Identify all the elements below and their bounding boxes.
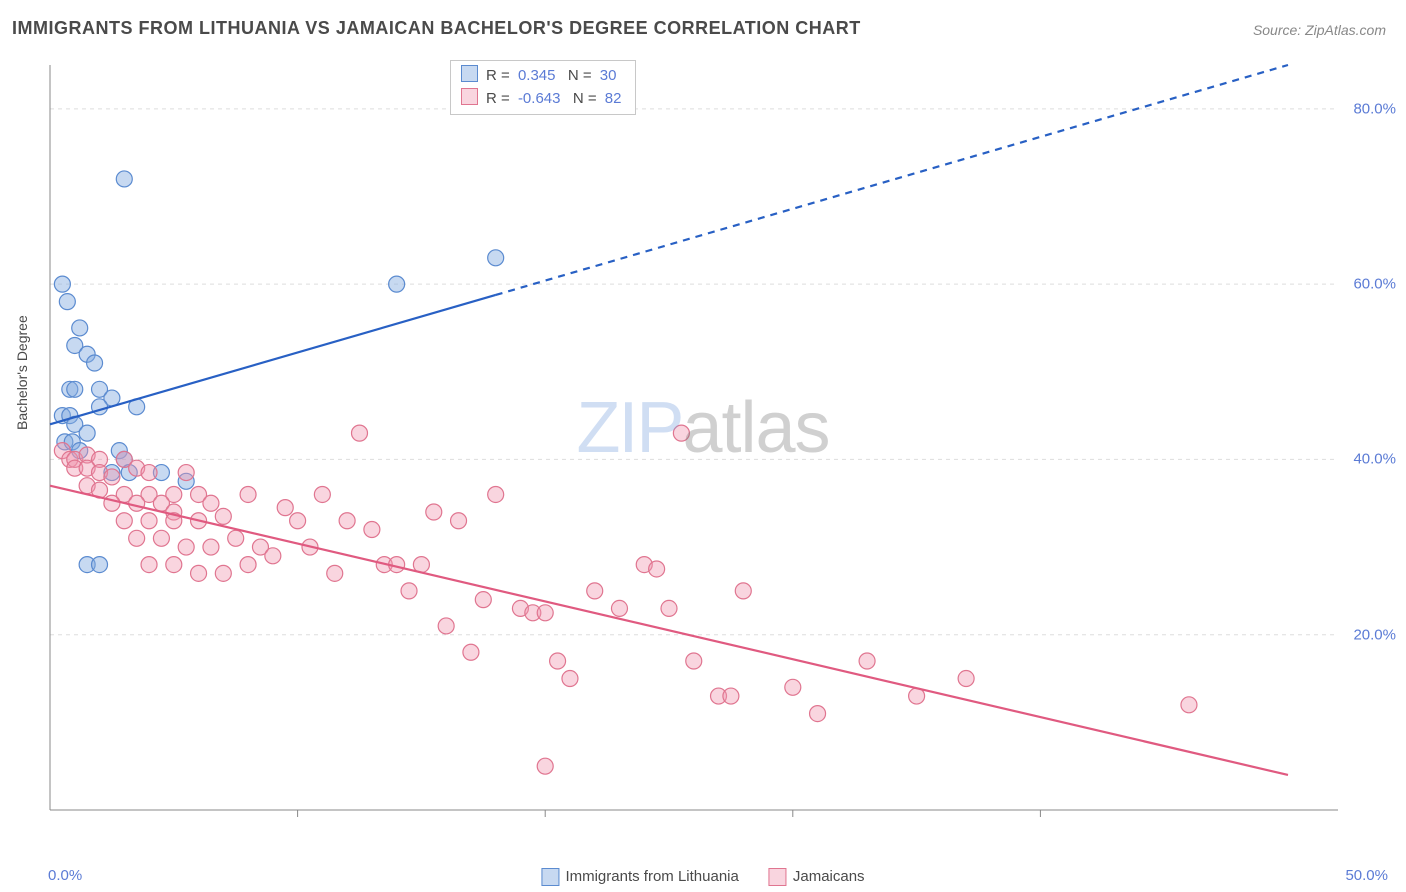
correlation-stats-box: R = 0.345 N = 30R = -0.643 N = 82 (450, 60, 636, 115)
y-axis-label: Bachelor's Degree (14, 315, 30, 430)
y-tick-label: 80.0% (1353, 100, 1396, 117)
r-value: 0.345 (518, 67, 556, 84)
chart-title: IMMIGRANTS FROM LITHUANIA VS JAMAICAN BA… (12, 18, 861, 39)
x-axis-max-label: 50.0% (1345, 867, 1388, 884)
y-tick-label: 20.0% (1353, 626, 1396, 643)
legend-item: Jamaicans (769, 868, 865, 886)
chart-container: IMMIGRANTS FROM LITHUANIA VS JAMAICAN BA… (0, 0, 1406, 892)
legend-swatch (769, 868, 787, 886)
stats-swatch (461, 65, 478, 82)
r-label: R = (486, 67, 510, 84)
stats-swatch (461, 88, 478, 105)
n-value: 30 (600, 67, 617, 84)
y-tick-label: 40.0% (1353, 451, 1396, 468)
stats-row: R = -0.643 N = 82 (461, 88, 625, 111)
x-axis-min-label: 0.0% (48, 867, 82, 884)
y-tick-label: 60.0% (1353, 276, 1396, 293)
r-label: R = (486, 90, 510, 107)
legend-item: Immigrants from Lithuania (541, 868, 738, 886)
legend-label: Jamaicans (793, 868, 865, 885)
n-value: 82 (605, 90, 622, 107)
legend-label: Immigrants from Lithuania (565, 868, 738, 885)
stats-row: R = 0.345 N = 30 (461, 65, 625, 88)
n-label: N = (573, 90, 597, 107)
r-value: -0.643 (518, 90, 561, 107)
source-attribution: Source: ZipAtlas.com (1253, 22, 1386, 38)
legend-swatch (541, 868, 559, 886)
legend: Immigrants from Lithuania Jamaicans (541, 868, 864, 886)
scatter-plot (48, 55, 1338, 825)
n-label: N = (568, 67, 592, 84)
